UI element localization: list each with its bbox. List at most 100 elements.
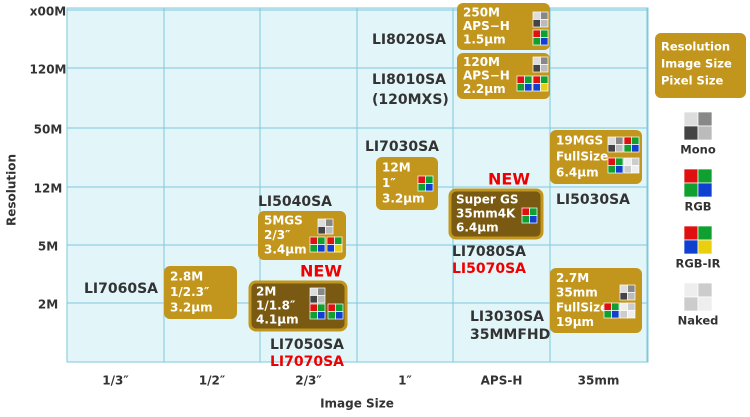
legend-item-label: RGB-IR [676,257,721,271]
legend-item-label: Naked [678,314,719,328]
icon-cell [615,136,624,145]
icon-cell [697,125,713,141]
icon-cell [327,311,336,320]
icon-cell [309,311,318,320]
product-label: LI7080SA [452,244,526,260]
spec-text: 6.4μm [556,166,599,180]
x-tick-label: 35mm [578,374,620,388]
product-label: LI3030SA [470,309,544,325]
spec-text: 3.2μm [170,301,213,315]
x-tick-label: 1/2″ [199,374,226,388]
x-tick-label: 1″ [398,374,412,388]
spec-text: APS−H [463,69,510,83]
icon-cell [697,111,713,127]
icon-cell [317,295,326,304]
icon-cell [683,168,699,184]
product-label: LI7060SA [84,281,158,297]
y-tick-label: 5M [38,240,58,254]
icon-cell [309,295,318,304]
icon-cell [521,215,530,224]
icon-cell [309,244,318,253]
icon-cell [524,83,533,92]
spec-text: 4.1μm [256,313,299,327]
y-tick-label: 2M [38,298,58,312]
icon-cell [603,302,612,311]
y-tick-label: 12M [34,182,63,196]
legend-key-box [655,33,746,98]
icon-cell [683,239,699,255]
icon-cell [627,284,636,293]
icon-cell [619,292,628,301]
icon-cell [309,303,318,312]
spec-box [376,157,438,210]
icon-cell [627,292,636,301]
spec-box [448,188,544,240]
product-label: LI5030SA [556,192,630,208]
icon-cell [516,83,525,92]
spec-text: 2/3″ [264,228,291,242]
x-tick-label: 1/3″ [102,374,129,388]
spec-text: 2M [256,285,276,299]
y-axis-label: Resolution [5,154,19,226]
icon-cell [334,244,343,253]
icon-cell [697,282,713,298]
icon-cell [317,244,326,253]
spec-text: APS−H [463,19,510,33]
icon-cell [631,136,640,145]
icon-cell [683,111,699,127]
legend-key-text: Resolution [661,40,730,54]
icon-cell [611,310,620,319]
legend-key-text: Image Size [661,57,732,71]
legend-item-label: RGB [684,200,711,214]
icon-cell [309,287,318,296]
icon-cell [529,207,538,216]
icon-cell [540,64,549,73]
icon-cell [631,157,640,166]
y-tick-label: x00M [30,5,66,19]
icon-cell [317,311,326,320]
icon-cell [524,75,533,84]
icon-cell [532,11,541,20]
product-label: LI8010SA [372,72,446,88]
icon-cell [516,75,525,84]
spec-text: 250M [463,5,500,19]
icon-cell [425,183,434,192]
spec-text: 35mm [556,286,598,300]
product-label: 35MMFHD [470,327,550,343]
icon-cell [631,165,640,174]
spec-text: 120M [463,55,500,69]
icon-cell [532,64,541,73]
icon-cell [317,287,326,296]
icon-cell [317,226,326,235]
icon-cell [697,225,713,241]
icon-cell [532,37,541,46]
spec-text: 3.2μm [382,192,425,206]
icon-cell [683,296,699,312]
spec-text: 2.7M [556,271,589,285]
icon-cell [540,37,549,46]
product-label: LI7070SA [270,354,344,370]
product-label: LI8020SA [372,32,446,48]
new-badge: NEW [488,170,530,189]
spec-box [164,266,237,319]
icon-cell [623,136,632,145]
icon-cell [697,296,713,312]
icon-cell [417,175,426,184]
icon-cell [540,29,549,38]
icon-cell [607,165,616,174]
icon-cell [540,19,549,28]
x-tick-label: APS-H [481,374,523,388]
icon-cell [309,236,318,245]
icon-cell [326,236,335,245]
icon-cell [334,236,343,245]
icon-cell [317,236,326,245]
icon-cell [627,302,636,311]
icon-cell [521,207,530,216]
icon-cell [532,75,541,84]
legend-item-label: Mono [680,143,716,157]
icon-cell [683,182,699,198]
spec-text: 19MGS [556,134,603,148]
icon-cell [532,19,541,28]
icon-cell [607,136,616,145]
